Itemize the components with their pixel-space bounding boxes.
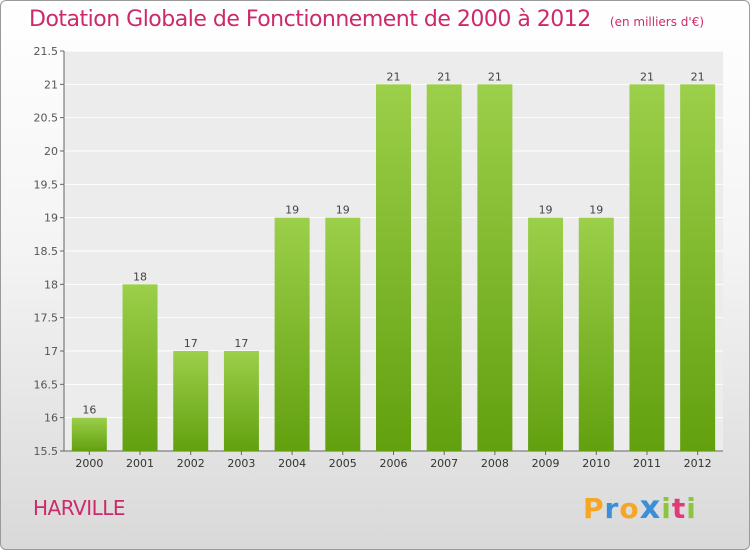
y-tick-label: 20: [44, 145, 58, 158]
data-label-2010: 19: [589, 204, 603, 217]
bar-2006: [376, 84, 411, 451]
chart-unit-note: (en milliers d'€): [609, 15, 705, 29]
proxiti-logo: Proxiti: [583, 488, 697, 526]
y-tick-label: 21.5: [34, 45, 59, 58]
y-tick-label: 16: [44, 412, 58, 425]
data-label-2007: 21: [437, 70, 451, 83]
data-label-2005: 19: [336, 204, 350, 217]
title-row: Dotation Globale de Fonctionnement de 20…: [29, 7, 704, 32]
data-label-2011: 21: [640, 70, 654, 83]
x-tick-label-2002: 2002: [177, 457, 205, 470]
data-label-2000: 16: [82, 404, 96, 417]
data-label-2002: 17: [184, 337, 198, 350]
logo-letter: r: [604, 492, 620, 525]
x-tick-label-2004: 2004: [278, 457, 306, 470]
x-tick-label-2008: 2008: [481, 457, 509, 470]
bar-2004: [274, 217, 310, 451]
y-tick-label: 17: [44, 345, 58, 358]
bar-2007: [426, 84, 462, 451]
logo-letter: P: [583, 492, 605, 525]
bar-2001: [122, 284, 158, 451]
x-tick-label-2012: 2012: [684, 457, 712, 470]
bar-2008: [477, 84, 513, 451]
y-tick-label: 17.5: [34, 312, 59, 325]
chart-title: Dotation Globale de Fonctionnement de 20…: [29, 7, 591, 32]
logo-letter: o: [619, 492, 640, 525]
y-tick-label: 19.5: [34, 178, 59, 191]
bar-2002: [173, 351, 209, 451]
x-tick-label-2005: 2005: [329, 457, 357, 470]
bar-2011: [629, 84, 665, 451]
bar-2009: [528, 217, 564, 451]
data-label-2009: 19: [539, 204, 553, 217]
y-tick-label: 15.5: [34, 445, 59, 458]
logo-letter: i: [686, 492, 697, 525]
bar-2012: [680, 84, 716, 451]
data-label-2004: 19: [285, 204, 299, 217]
y-tick-label: 18.5: [34, 245, 59, 258]
bar-2010: [578, 217, 614, 451]
bar-2000: [71, 417, 107, 451]
logo-letter: t: [671, 492, 687, 525]
logo-letter: i: [661, 492, 672, 525]
y-tick-label: 21: [44, 78, 58, 91]
x-tick-label-2011: 2011: [633, 457, 661, 470]
bar-2005: [325, 217, 361, 451]
data-label-2006: 21: [387, 70, 401, 83]
logo-letter: x: [639, 488, 662, 526]
y-tick-label: 19: [44, 212, 58, 225]
y-tick-label: 16.5: [34, 378, 59, 391]
data-label-2008: 21: [488, 70, 502, 83]
data-label-2012: 21: [691, 70, 705, 83]
x-tick-label-2000: 2000: [75, 457, 103, 470]
x-tick-label-2003: 2003: [227, 457, 255, 470]
x-tick-label-2007: 2007: [430, 457, 458, 470]
y-tick-label: 20.5: [34, 112, 59, 125]
data-label-2003: 17: [234, 337, 248, 350]
x-tick-label-2010: 2010: [582, 457, 610, 470]
commune-name: HARVILLE: [33, 496, 126, 520]
data-label-2001: 18: [133, 270, 147, 283]
y-tick-label: 18: [44, 278, 58, 291]
x-tick-label-2009: 2009: [532, 457, 560, 470]
x-tick-label-2001: 2001: [126, 457, 154, 470]
bar-2003: [223, 351, 259, 451]
x-tick-label-2006: 2006: [380, 457, 408, 470]
